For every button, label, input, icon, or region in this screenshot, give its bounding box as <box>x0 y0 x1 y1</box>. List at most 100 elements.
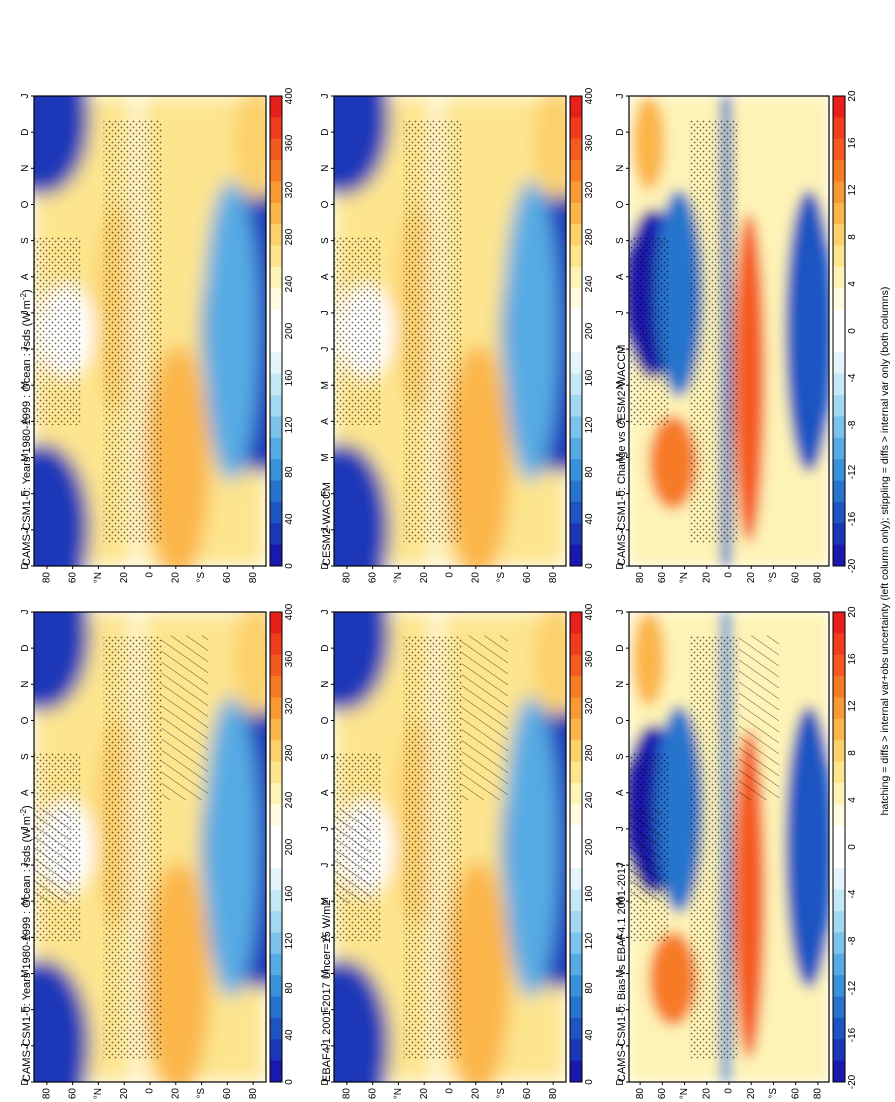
colorbar-frame <box>569 95 583 567</box>
colorbar-label: 280 <box>584 744 595 761</box>
month-tick-label: D <box>615 1078 626 1085</box>
colorbar-swatch <box>570 1017 582 1040</box>
stippling <box>403 119 462 543</box>
stippling <box>34 237 81 425</box>
month-tick-label: J <box>615 610 626 615</box>
colorbar-swatch <box>570 309 582 332</box>
lat-tick-label: 60 <box>67 572 78 584</box>
field-sp-neg <box>785 190 829 472</box>
colorbar-frame <box>832 611 846 1083</box>
month-tick-label: N <box>320 165 331 172</box>
field-np-winter2 <box>334 612 390 711</box>
month-tick-label: J <box>320 1043 331 1048</box>
colorbar-swatch <box>270 868 282 891</box>
colorbar-swatch <box>270 181 282 204</box>
lat-tick-label: 60 <box>367 1088 378 1100</box>
colorbar-label: 16 <box>847 653 858 665</box>
colorbar-swatch <box>270 953 282 976</box>
colorbar-swatch <box>270 138 282 161</box>
colorbar-swatch <box>833 373 845 396</box>
panel-title: CESM2-WACCM <box>321 482 333 566</box>
colorbar-swatch <box>570 523 582 546</box>
colorbar-swatch <box>270 202 282 225</box>
field-sp-summer <box>533 96 566 200</box>
colorbar-swatch <box>570 868 582 891</box>
colorbar-label: 20 <box>847 90 858 102</box>
colorbar-swatch <box>270 416 282 439</box>
hatching <box>629 809 661 904</box>
colorbar-swatch <box>270 996 282 1019</box>
colorbar-swatch <box>833 266 845 289</box>
lat-tick-label: 0 <box>145 572 156 578</box>
month-tick-label: J <box>20 310 31 315</box>
month-tick-label: A <box>20 789 31 796</box>
month-tick-label: N <box>320 681 331 688</box>
month-tick-label: O <box>320 200 331 208</box>
month-tick-label: S <box>320 753 331 760</box>
colorbar-swatch <box>570 825 582 848</box>
colorbar-swatch <box>833 654 845 677</box>
colorbar-label: 320 <box>584 697 595 714</box>
colorbar-label: 80 <box>284 466 295 478</box>
panel-title-exponent: -2 <box>19 292 28 300</box>
colorbar-label: -8 <box>847 420 858 429</box>
colorbar-label: 80 <box>584 466 595 478</box>
colorbar-swatch <box>833 501 845 524</box>
month-tick-label: A <box>320 934 331 941</box>
lat-tick-label: °N <box>93 1088 104 1099</box>
colorbar-swatch <box>570 416 582 439</box>
colorbar-label: -8 <box>847 936 858 945</box>
field-np-winter2 <box>334 96 390 195</box>
colorbar-swatch <box>270 501 282 524</box>
lat-tick-label: 20 <box>170 1088 181 1100</box>
lat-tick-label: °N <box>679 1088 690 1099</box>
stippling <box>103 635 162 1059</box>
month-tick-label: J <box>320 610 331 615</box>
month-tick-label: S <box>615 237 626 244</box>
month-tick-label: O <box>20 200 31 208</box>
month-tick-label: A <box>615 273 626 280</box>
colorbar-label: -4 <box>847 889 858 898</box>
colorbar-label: 360 <box>584 134 595 151</box>
colorbar-swatch <box>570 847 582 869</box>
lat-tick-label: 60 <box>222 1088 233 1100</box>
colorbar-swatch <box>833 416 845 439</box>
month-tick-label: J <box>20 826 31 831</box>
stippling <box>403 635 462 1059</box>
colorbar-swatch <box>570 544 582 567</box>
colorbar-frame <box>569 611 583 1083</box>
colorbar-label: 240 <box>284 791 295 808</box>
field-np-winter1 <box>334 959 390 1082</box>
colorbar-swatch <box>570 889 582 912</box>
field-sp-summer <box>233 612 266 716</box>
colorbar-swatch <box>570 245 582 268</box>
colorbar-label: -20 <box>847 558 858 573</box>
field-tropic-pos <box>733 213 765 543</box>
colorbar-swatch <box>570 740 582 762</box>
colorbar-swatch <box>570 697 582 720</box>
colorbar-label: 4 <box>847 281 858 287</box>
month-tick-label: D <box>320 562 331 569</box>
month-tick-label: D <box>20 129 31 136</box>
colorbar-label: 160 <box>584 369 595 386</box>
month-tick-label: F <box>20 491 31 497</box>
colorbar-label: 400 <box>284 603 295 620</box>
colorbar-swatch <box>270 160 282 182</box>
colorbar-swatch <box>833 1039 845 1062</box>
colorbar-label: 80 <box>584 982 595 994</box>
colorbar-swatch <box>270 740 282 762</box>
colorbar-swatch <box>270 975 282 997</box>
month-tick-label: A <box>20 273 31 280</box>
lat-tick-label: °S <box>768 1088 779 1099</box>
lat-tick-label: °S <box>196 1088 207 1099</box>
lat-tick-label: 80 <box>248 572 259 584</box>
colorbar-swatch <box>833 459 845 481</box>
month-tick-label: M <box>615 969 626 977</box>
colorbar-swatch <box>570 288 582 311</box>
lat-tick-label: °S <box>196 572 207 583</box>
lat-tick-label: 20 <box>746 1088 757 1100</box>
colorbar-label: 8 <box>847 234 858 240</box>
field-sp-summer <box>233 96 266 200</box>
colorbar-swatch <box>570 911 582 933</box>
